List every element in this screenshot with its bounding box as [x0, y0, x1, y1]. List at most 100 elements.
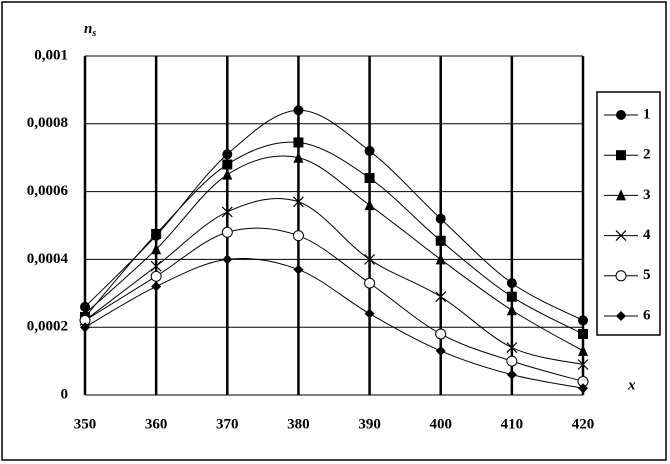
marker-shape: [293, 196, 304, 208]
marker-shape: [364, 173, 375, 184]
marker: [577, 359, 589, 370]
marker: [435, 291, 447, 303]
marker-shape: [616, 110, 626, 120]
marker: [293, 264, 304, 275]
marker-shape: [222, 149, 233, 160]
series-line: [84, 155, 584, 352]
legend-label: 3: [643, 187, 651, 203]
marker: [221, 226, 233, 238]
marker: [506, 342, 518, 353]
series-line: [84, 198, 584, 365]
marker: [221, 206, 233, 218]
marker-shape: [151, 281, 162, 292]
marker-shape: [293, 264, 304, 275]
marker: [293, 137, 304, 148]
y-axis-label: ns: [84, 21, 96, 39]
y-tick-label: 0,0008: [27, 115, 68, 131]
x-tick-label: 380: [287, 416, 310, 432]
marker-shape: [615, 270, 627, 282]
marker: [506, 291, 517, 302]
marker-shape: [364, 277, 376, 289]
marker-shape: [506, 355, 518, 367]
marker: [578, 383, 588, 394]
marker-shape: [506, 291, 517, 302]
marker: [435, 213, 446, 224]
marker-shape: [616, 189, 626, 201]
marker: [222, 149, 233, 160]
marker-shape: [222, 168, 233, 180]
marker-shape: [222, 254, 233, 265]
x-tick-label: 400: [429, 416, 452, 432]
marker: [435, 253, 446, 265]
legend-label: 2: [643, 147, 651, 163]
marker: [578, 328, 588, 339]
x-axis-label: x: [627, 377, 636, 393]
y-tick-label: 0,001: [34, 47, 68, 63]
marker-shape: [577, 359, 589, 370]
marker-shape: [578, 315, 588, 326]
marker-shape: [150, 270, 162, 282]
marker-shape: [151, 243, 162, 255]
marker: [150, 260, 162, 272]
marker-shape: [435, 291, 447, 303]
legend-marker: [616, 189, 626, 201]
marker-shape: [435, 235, 446, 246]
marker: [578, 344, 588, 356]
marker: [151, 228, 162, 239]
marker-shape: [435, 328, 447, 340]
marker: [80, 322, 90, 333]
x-tick-label: 420: [572, 416, 595, 432]
marker-shape: [222, 159, 233, 170]
marker: [293, 196, 304, 208]
marker-shape: [578, 383, 588, 394]
marker: [222, 254, 233, 265]
marker: [80, 301, 90, 312]
marker: [435, 345, 446, 356]
marker: [364, 145, 375, 156]
marker-shape: [506, 369, 517, 380]
y-tick-label: 0,0002: [27, 319, 68, 335]
marker: [151, 281, 162, 292]
y-label-main: n: [84, 21, 92, 37]
legend-label: 4: [643, 227, 651, 243]
marker-shape: [364, 145, 375, 156]
marker-shape: [293, 137, 304, 148]
x-tick-label: 410: [501, 416, 524, 432]
marker-shape: [364, 308, 375, 319]
marker-shape: [151, 228, 162, 239]
marker: [293, 151, 304, 163]
marker: [364, 308, 375, 319]
marker-shape: [435, 345, 446, 356]
marker: [578, 315, 588, 326]
marker: [151, 243, 162, 255]
marker: [292, 230, 304, 242]
marker: [506, 355, 518, 367]
marker: [222, 168, 233, 180]
marker-shape: [80, 322, 90, 333]
marker: [506, 278, 517, 289]
x-tick-label: 370: [216, 416, 239, 432]
legend-box: [596, 91, 661, 336]
marker: [435, 328, 447, 340]
marker: [150, 270, 162, 282]
marker-shape: [506, 278, 517, 289]
y-tick-label: 0,0006: [27, 183, 69, 199]
marker-shape: [293, 151, 304, 163]
marker-shape: [435, 213, 446, 224]
marker-shape: [221, 226, 233, 238]
legend-label: 1: [643, 106, 651, 122]
marker-shape: [364, 199, 375, 211]
legend-marker: [615, 270, 627, 282]
marker-shape: [435, 253, 446, 265]
marker-shape: [616, 150, 626, 161]
marker: [364, 199, 375, 211]
x-tick-label: 390: [358, 416, 381, 432]
marker-shape: [616, 311, 626, 321]
marker: [293, 105, 304, 116]
marker-shape: [150, 260, 162, 272]
marker: [506, 304, 517, 316]
marker-shape: [364, 253, 375, 265]
marker: [506, 369, 517, 380]
